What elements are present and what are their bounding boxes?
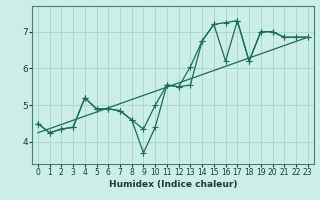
- X-axis label: Humidex (Indice chaleur): Humidex (Indice chaleur): [108, 180, 237, 189]
